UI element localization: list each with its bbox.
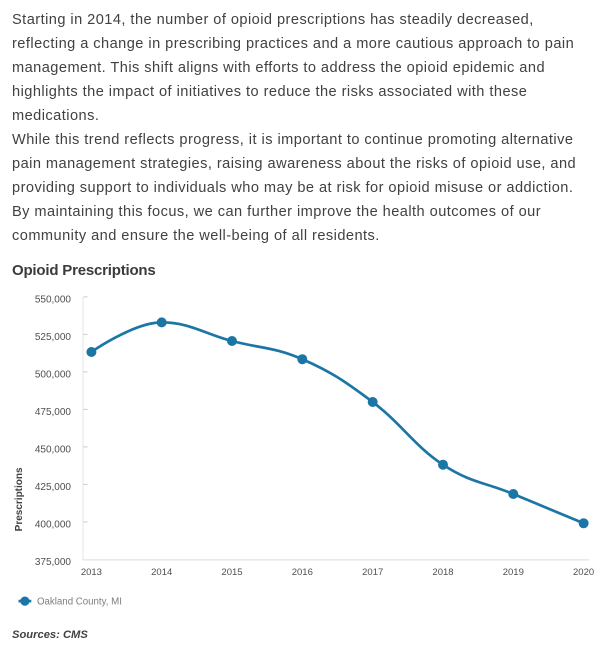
svg-text:450,000: 450,000 (35, 444, 72, 455)
svg-text:2015: 2015 (221, 567, 242, 578)
svg-text:Prescriptions: Prescriptions (14, 467, 25, 531)
svg-text:2020: 2020 (573, 567, 594, 578)
svg-text:500,000: 500,000 (35, 369, 72, 380)
svg-text:2013: 2013 (81, 567, 102, 578)
svg-text:2014: 2014 (151, 567, 172, 578)
svg-text:550,000: 550,000 (35, 294, 72, 305)
svg-text:2019: 2019 (503, 567, 524, 578)
svg-text:375,000: 375,000 (35, 557, 72, 568)
svg-text:2017: 2017 (362, 567, 383, 578)
svg-text:400,000: 400,000 (35, 519, 72, 530)
svg-text:2016: 2016 (292, 567, 313, 578)
svg-text:Oakland County, MI: Oakland County, MI (37, 596, 122, 607)
svg-text:425,000: 425,000 (35, 482, 72, 493)
svg-text:2018: 2018 (432, 567, 453, 578)
svg-text:525,000: 525,000 (35, 332, 72, 343)
svg-text:475,000: 475,000 (35, 407, 72, 418)
